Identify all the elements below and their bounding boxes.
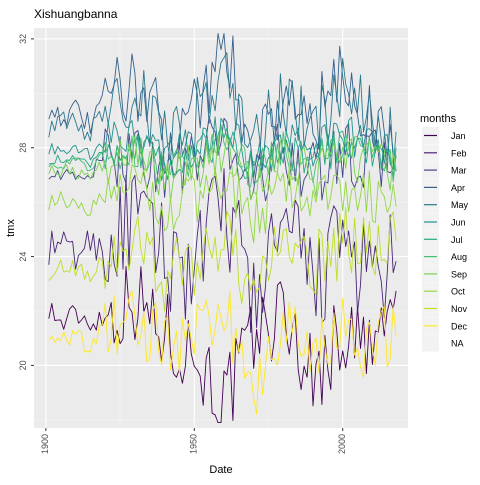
- legend-label: Jan: [451, 131, 466, 141]
- series-line-jun: [48, 116, 397, 170]
- legend-label: Mar: [451, 166, 467, 176]
- x-tick-label: 1900: [40, 434, 50, 454]
- legend-label: Apr: [451, 183, 465, 193]
- legend-label: May: [451, 200, 469, 210]
- series-line-feb: [48, 168, 397, 333]
- legend: months Jan Feb Mar Apr May Jun Jul Aug Sep Oct Nov…: [420, 113, 469, 352]
- legend-item-dec: Dec: [422, 317, 468, 335]
- legend-label: Jun: [451, 218, 466, 228]
- legend-item-may: May: [422, 196, 469, 214]
- y-tick-label: 28: [18, 143, 28, 153]
- legend-title: months: [420, 113, 457, 125]
- legend-item-jan: Jan: [422, 127, 466, 144]
- legend-label: Jul: [451, 235, 463, 245]
- series-line-sep: [48, 134, 397, 202]
- legend-label: Dec: [451, 321, 468, 331]
- legend-item-jun: Jun: [422, 213, 466, 231]
- legend-item-aug: Aug: [422, 248, 467, 266]
- y-axis: 20 24 28 32: [18, 34, 34, 370]
- legend-label: NA: [451, 339, 464, 349]
- series-layer: [48, 32, 397, 424]
- y-tick-label: 24: [18, 252, 28, 262]
- legend-items: Jan Feb Mar Apr May Jun Jul Aug Sep Oct Nov Dec NA: [422, 127, 469, 352]
- x-axis-label: Date: [209, 464, 232, 476]
- legend-label: Oct: [451, 287, 466, 297]
- chart-title: Xishuangbanna: [34, 7, 118, 21]
- y-tick-label: 32: [18, 34, 28, 44]
- legend-label: Nov: [451, 304, 468, 314]
- legend-item-jul: Jul: [422, 230, 463, 248]
- legend-item-sep: Sep: [422, 265, 467, 283]
- legend-item-oct: Oct: [422, 282, 466, 300]
- x-tick-label: 1950: [189, 434, 199, 454]
- legend-label: Feb: [451, 148, 467, 158]
- x-axis: 1900 1950 2000: [40, 428, 347, 454]
- y-tick-label: 20: [18, 360, 28, 370]
- series-line-jan: [48, 266, 397, 424]
- legend-label: Aug: [451, 252, 467, 262]
- series-line-apr: [48, 32, 397, 178]
- legend-key: [422, 334, 439, 352]
- y-axis-label: tmx: [5, 219, 17, 237]
- legend-item-apr: Apr: [422, 178, 465, 196]
- legend-label: Sep: [451, 269, 467, 279]
- legend-item-na: NA: [422, 334, 464, 352]
- series-line-nov: [48, 206, 397, 312]
- series-line-may: [48, 52, 397, 173]
- series-line-dec: [48, 290, 397, 415]
- series-line-oct: [48, 163, 397, 244]
- legend-item-mar: Mar: [422, 161, 467, 179]
- legend-item-feb: Feb: [422, 144, 467, 162]
- x-tick-label: 2000: [337, 434, 347, 454]
- legend-item-nov: Nov: [422, 300, 468, 317]
